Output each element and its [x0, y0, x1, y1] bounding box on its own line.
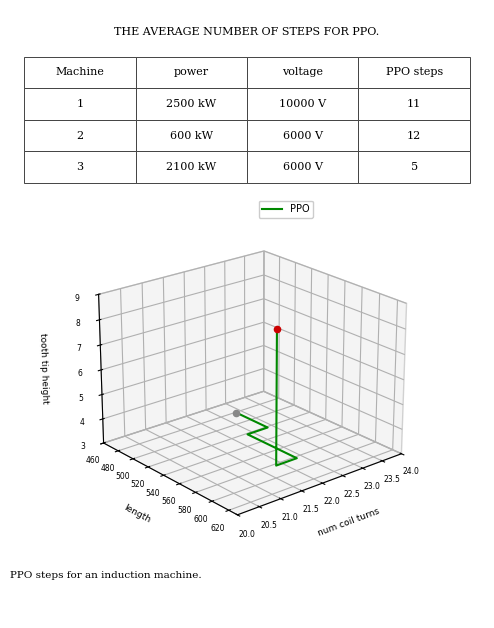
X-axis label: num coil turns: num coil turns: [316, 507, 380, 538]
Legend: PPO: PPO: [258, 200, 313, 219]
Y-axis label: length: length: [123, 504, 152, 525]
Text: PPO steps for an induction machine.: PPO steps for an induction machine.: [10, 571, 202, 580]
Text: THE AVERAGE NUMBER OF STEPS FOR PPO.: THE AVERAGE NUMBER OF STEPS FOR PPO.: [115, 27, 379, 36]
